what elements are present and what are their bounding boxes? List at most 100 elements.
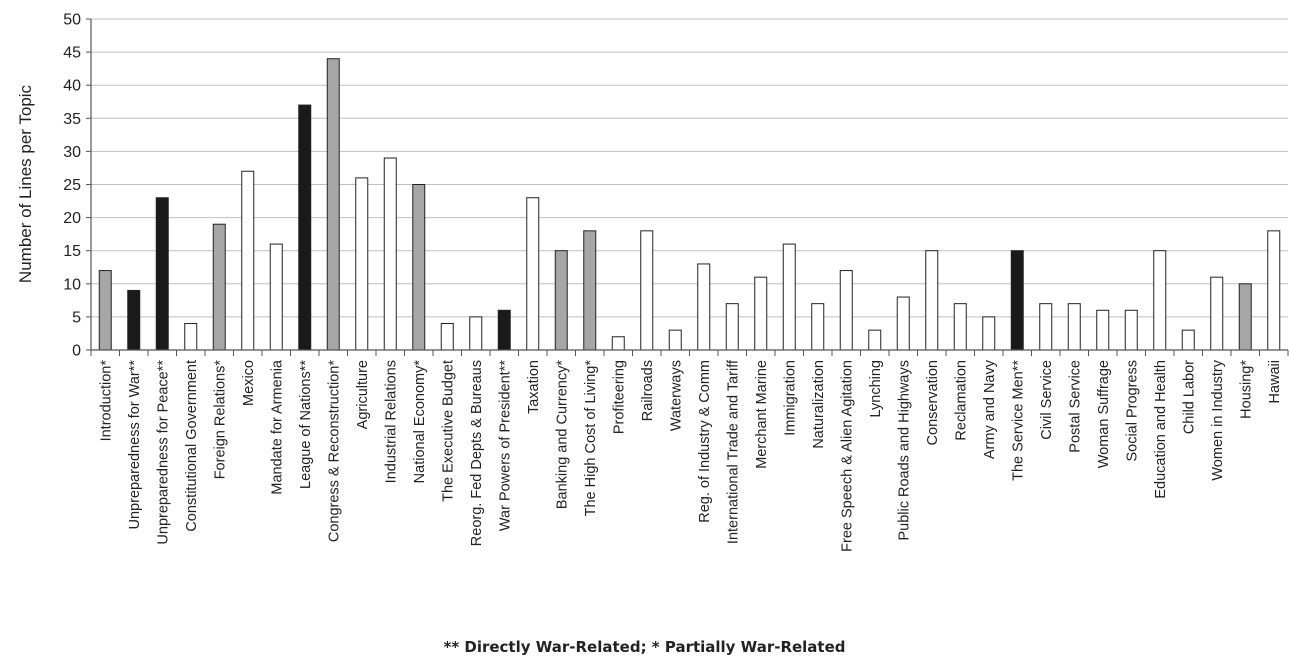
bar xyxy=(754,276,768,351)
bar xyxy=(241,170,255,351)
bar xyxy=(1210,276,1224,351)
bar xyxy=(526,197,540,351)
x-tick-label: Hawaii xyxy=(1267,360,1283,404)
x-tick-label: Woman Suffrage xyxy=(1096,360,1112,468)
x-tick-label: Unpreparedness for Peace** xyxy=(155,360,171,545)
x-tick-label: Conservation xyxy=(925,360,941,445)
x-tick-label: The Executive Budget xyxy=(440,360,456,502)
y-tick-label: 5 xyxy=(72,309,81,326)
x-tick-label: War Powers of President** xyxy=(497,360,513,531)
bar xyxy=(896,296,910,351)
bar xyxy=(668,329,682,351)
x-tick-label: Public Roads and Highways xyxy=(896,360,912,541)
y-tick-label: 30 xyxy=(63,144,81,161)
bar xyxy=(298,104,312,351)
x-tick-label: Profiteering xyxy=(611,360,627,434)
x-tick-label: Reg. of Industry & Comm xyxy=(697,360,713,523)
y-axis-label: Number of Lines per Topic xyxy=(16,84,35,283)
bar xyxy=(269,243,283,351)
bar xyxy=(925,250,939,351)
x-tick-label: Constitutional Government xyxy=(184,360,200,532)
bar xyxy=(1181,329,1195,351)
x-tick-label: Merchant Marine xyxy=(754,360,770,469)
bar xyxy=(155,197,169,351)
x-tick-label: Banking and Currency* xyxy=(554,360,570,509)
x-tick-label: Postal Service xyxy=(1067,360,1083,453)
bar xyxy=(412,184,426,351)
x-tick-label: Free Speech & Alien Agitation xyxy=(839,360,855,552)
bar xyxy=(127,289,141,351)
x-tick-label: The High Cost of Living* xyxy=(583,360,599,517)
bar xyxy=(554,250,568,351)
bar xyxy=(326,58,340,351)
bar xyxy=(1267,230,1281,351)
x-tick-label: The Service Men** xyxy=(1010,360,1026,481)
bar xyxy=(1096,309,1110,351)
bar xyxy=(1067,303,1081,351)
x-tick-label: Foreign Relations* xyxy=(212,360,228,480)
bar xyxy=(1238,283,1252,351)
x-tick-label: Naturalization xyxy=(811,360,827,449)
chart-caption: ** Directly War-Related; * Partially War… xyxy=(443,638,846,656)
x-tick-label: Mexico xyxy=(241,360,257,406)
x-tick-label: Mandate for Armenia xyxy=(269,359,285,495)
bar xyxy=(611,336,625,351)
y-tick-label: 20 xyxy=(63,210,81,227)
y-axis-ticks: 0 5 10 15 20 25 30 35 40 45 50 xyxy=(63,12,81,360)
x-tick-label: Waterways xyxy=(668,360,684,431)
y-tick-label: 10 xyxy=(63,276,81,293)
x-tick-label: Congress & Reconstruction* xyxy=(326,360,342,542)
y-tick-label: 35 xyxy=(63,111,81,128)
bar xyxy=(868,329,882,351)
bar xyxy=(953,303,967,351)
axes xyxy=(86,18,1289,356)
x-tick-label: Child Labor xyxy=(1181,360,1197,434)
bar xyxy=(355,177,369,351)
bar xyxy=(497,309,511,351)
bar xyxy=(184,323,198,351)
bar xyxy=(469,316,483,351)
x-tick-label: League of Nations** xyxy=(298,360,314,489)
x-tick-label: Industrial Relations xyxy=(383,360,399,483)
x-tick-label: Lynching xyxy=(868,360,884,418)
x-tick-label: National Economy* xyxy=(412,360,428,484)
y-tick-label: 50 xyxy=(63,12,81,29)
y-tick-label: 25 xyxy=(63,177,81,194)
y-tick-label: 0 xyxy=(72,343,81,360)
x-tick-label: Reorg. Fed Depts & Bureaus xyxy=(469,360,485,546)
x-tick-label: Social Progress xyxy=(1124,360,1140,462)
x-tick-label: Reclamation xyxy=(953,360,969,441)
bar xyxy=(982,316,996,351)
bar xyxy=(1124,309,1138,351)
bar xyxy=(725,303,739,351)
x-tick-label: Housing* xyxy=(1238,360,1254,419)
gridlines xyxy=(91,18,1288,318)
bar xyxy=(383,157,397,351)
bar xyxy=(697,263,711,351)
x-tick-label: Immigration xyxy=(782,360,798,436)
y-tick-label: 15 xyxy=(63,243,81,260)
x-tick-label: Introduction* xyxy=(98,360,114,442)
bars xyxy=(98,58,1281,351)
bar xyxy=(212,223,226,351)
x-tick-label: Railroads xyxy=(640,360,656,421)
bar xyxy=(98,270,112,351)
bar xyxy=(1010,250,1024,351)
bar xyxy=(811,303,825,351)
x-tick-label: Civil Service xyxy=(1039,360,1055,440)
bar xyxy=(839,270,853,351)
x-tick-label: Agriculture xyxy=(355,360,371,429)
x-tick-label: Taxation xyxy=(526,360,542,414)
x-tick-label: Women in Industry xyxy=(1210,359,1226,480)
y-tick-label: 40 xyxy=(63,78,81,95)
x-tick-label: Unpreparedness for War** xyxy=(127,360,143,530)
x-tick-label: Army and Navy xyxy=(982,359,998,459)
bar xyxy=(782,243,796,351)
y-tick-label: 45 xyxy=(63,45,81,62)
x-tick-label: International Trade and Tariff xyxy=(725,359,741,544)
bar xyxy=(640,230,654,351)
bar xyxy=(440,323,454,351)
x-tick-label: Education and Health xyxy=(1153,360,1169,499)
bar xyxy=(1153,250,1167,351)
